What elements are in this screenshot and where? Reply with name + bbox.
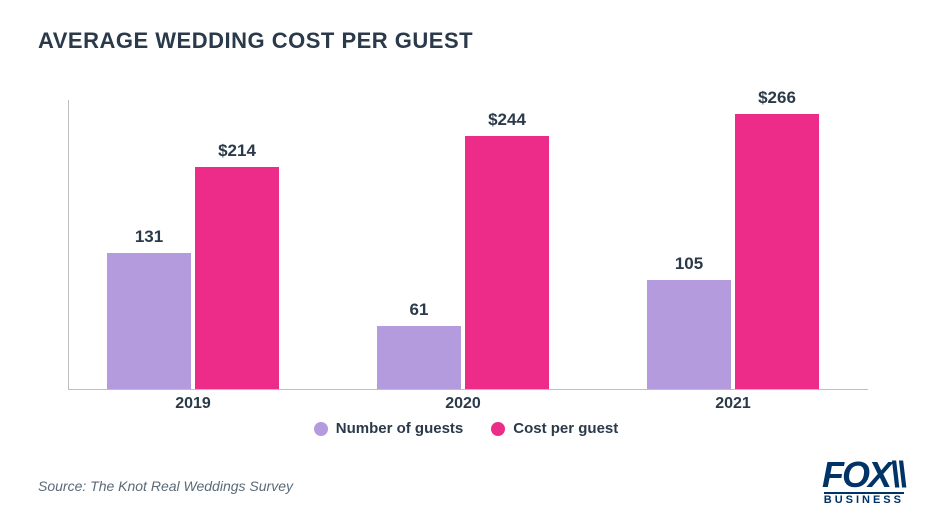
fox-business-logo: FOX\\ BUSINESS (822, 459, 904, 506)
bar-value-label: 61 (377, 300, 461, 320)
x-axis-label: 2021 (647, 395, 819, 413)
logo-slashes: \\ (890, 454, 904, 495)
bar-guests: 105 (647, 280, 731, 389)
legend: Number of guests Cost per guest (0, 420, 932, 437)
bar-chart: 131$2142019 61$2442020 105$2662021 (68, 100, 868, 390)
bar-value-label: 105 (647, 254, 731, 274)
legend-swatch (491, 422, 505, 436)
bar-guests: 131 (107, 253, 191, 389)
x-axis-label: 2019 (107, 395, 279, 413)
bar-group: 105$2662021 (647, 114, 819, 390)
bar-guests: 61 (377, 326, 461, 389)
bar-value-label: $266 (735, 88, 819, 108)
legend-label: Cost per guest (513, 420, 618, 437)
chart-title: AVERAGE WEDDING COST PER GUEST (38, 28, 473, 54)
bar-value-label: $244 (465, 110, 549, 130)
bar-cost: $244 (465, 136, 549, 389)
bar-group: 131$2142019 (107, 167, 279, 389)
legend-swatch (314, 422, 328, 436)
logo-fox-text: FOX (822, 454, 890, 495)
legend-label: Number of guests (336, 420, 464, 437)
bar-cost: $214 (195, 167, 279, 389)
bar-value-label: $214 (195, 141, 279, 161)
legend-item: Cost per guest (491, 420, 618, 437)
bar-group: 61$2442020 (377, 136, 549, 389)
bar-cost: $266 (735, 114, 819, 390)
bar-value-label: 131 (107, 227, 191, 247)
legend-item: Number of guests (314, 420, 464, 437)
source-text: Source: The Knot Real Weddings Survey (38, 478, 293, 494)
x-axis-label: 2020 (377, 395, 549, 413)
logo-business-text: BUSINESS (824, 492, 904, 506)
